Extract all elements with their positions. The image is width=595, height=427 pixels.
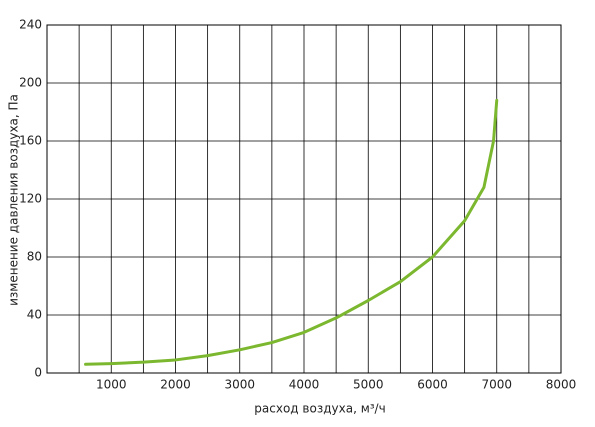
x-tick-label: 8000	[546, 378, 577, 392]
x-tick-label: 6000	[417, 378, 448, 392]
x-tick-label: 3000	[224, 378, 255, 392]
y-tick-label: 40	[27, 308, 42, 322]
x-tick-label: 4000	[289, 378, 320, 392]
data-line	[84, 98, 499, 366]
y-tick-label: 120	[19, 192, 42, 206]
y-axis-title: изменение давления воздуха, Па	[7, 94, 21, 306]
x-tick-label: 5000	[353, 378, 384, 392]
y-tick-label: 160	[19, 134, 42, 148]
x-tick-label: 2000	[160, 378, 191, 392]
x-tick-label: 7000	[481, 378, 512, 392]
y-tick-label: 0	[34, 366, 42, 380]
x-tick-label: 1000	[96, 378, 127, 392]
y-tick-label: 200	[19, 76, 42, 90]
x-axis-title: расход воздуха, м³/ч	[254, 402, 385, 416]
y-tick-label: 240	[19, 18, 42, 32]
y-tick-label: 80	[27, 250, 42, 264]
